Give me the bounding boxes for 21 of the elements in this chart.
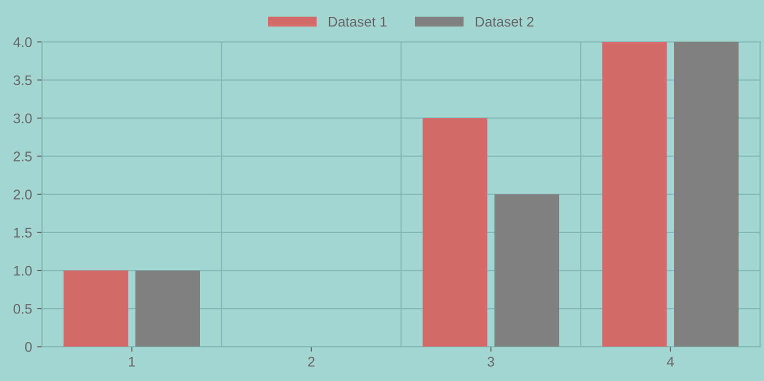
x-tick-label: 1 bbox=[128, 356, 135, 366]
y-tick-label: 2.5 bbox=[14, 152, 32, 162]
y-tick-label: 3.0 bbox=[14, 113, 32, 124]
legend-label: Dataset 1 bbox=[328, 16, 387, 27]
bar bbox=[602, 42, 667, 347]
y-tick-label: 0.5 bbox=[14, 304, 32, 314]
x-tick-label: 2 bbox=[308, 356, 314, 366]
y-tick-label: 2.0 bbox=[14, 190, 32, 200]
y-tick-label: 4.0 bbox=[13, 37, 32, 48]
y-tick-label: 3.5 bbox=[14, 75, 32, 86]
bar bbox=[674, 42, 739, 347]
bar bbox=[494, 194, 560, 347]
x-tick-label: 4 bbox=[666, 356, 674, 366]
y-tick-label: 0 bbox=[25, 342, 32, 352]
bar bbox=[422, 118, 488, 347]
legend-label: Dataset 2 bbox=[476, 16, 534, 27]
bar bbox=[135, 270, 200, 347]
x-tick-label: 3 bbox=[488, 356, 494, 367]
y-tick-label: 1.0 bbox=[14, 266, 32, 276]
y-tick-label: 1.5 bbox=[14, 228, 32, 238]
bar bbox=[64, 270, 128, 347]
